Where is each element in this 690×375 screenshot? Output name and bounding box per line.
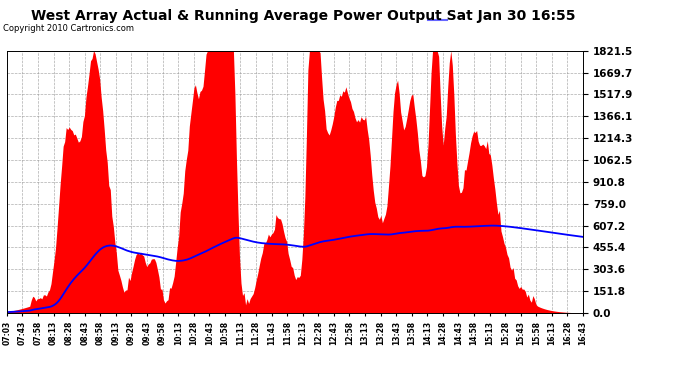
Text: West Array Actual & Running Average Power Output Sat Jan 30 16:55: West Array Actual & Running Average Powe… [31,9,576,23]
Text: West Array  (DC Watts): West Array (DC Watts) [558,15,669,24]
Text: Average  (DC Watts): Average (DC Watts) [453,15,547,24]
Text: Copyright 2010 Cartronics.com: Copyright 2010 Cartronics.com [3,24,135,33]
